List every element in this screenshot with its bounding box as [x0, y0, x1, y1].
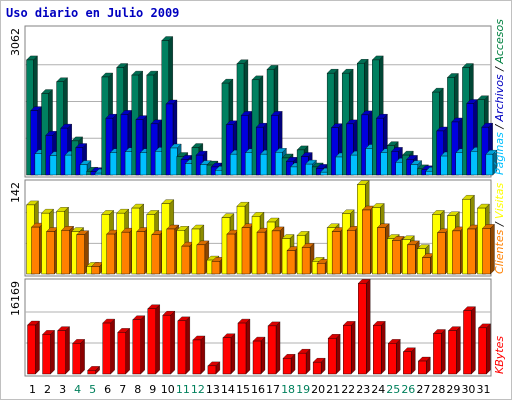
bar-kbytes-day-13: [207, 361, 221, 375]
bar-kbytes-day-4: [72, 338, 85, 375]
legend-separator: /: [493, 121, 506, 132]
bar-kbytes-day-26: [402, 347, 416, 375]
x-tick-label: 10: [161, 383, 175, 396]
x-tick-label: 17: [266, 383, 280, 396]
legend-separator: /: [493, 219, 506, 230]
legend-label-clientes: Clientes: [493, 229, 506, 274]
panel-hits: 3062 Páginas / Archivos / Accesos: [9, 19, 506, 178]
x-tick-label: 28: [431, 383, 445, 396]
x-tick-label: 25: [386, 383, 400, 396]
x-tick-label: 9: [149, 383, 156, 396]
x-tick-label: 30: [461, 383, 475, 396]
bar-clientes-day-31: [482, 224, 495, 275]
x-tick-label: 3: [59, 383, 66, 396]
x-tick-label: 23: [356, 383, 370, 396]
bar-kbytes-day-30: [463, 306, 476, 375]
bar-kbytes-day-18: [282, 353, 296, 375]
bar-kbytes-day-2: [42, 329, 55, 375]
x-tick-label: 15: [236, 383, 250, 396]
x-tick-label: 12: [191, 383, 205, 396]
y-max-label: 16169: [9, 281, 22, 316]
bar-kbytes-day-10: [162, 310, 176, 375]
x-tick-label: 1: [29, 383, 36, 396]
bar-kbytes-day-21: [327, 333, 341, 375]
x-tick-label: 19: [296, 383, 310, 396]
bar-kbytes-day-19: [297, 348, 311, 375]
legend-label-visitas: Visitas: [493, 183, 506, 219]
bar-kbytes-day-24: [372, 320, 386, 375]
x-tick-label: 29: [446, 383, 460, 396]
bar-kbytes-day-14: [222, 333, 236, 375]
bar-clientes-day-4: [76, 230, 89, 275]
x-tick-label: 2: [44, 383, 51, 396]
x-tick-label: 8: [134, 383, 141, 396]
x-tick-label: 18: [281, 383, 295, 396]
bar-kbytes-day-3: [57, 326, 70, 375]
bar-kbytes-day-16: [252, 336, 266, 375]
x-tick-label: 14: [221, 383, 235, 396]
x-tick-label: 4: [74, 383, 81, 396]
legend-label-kbytes: KBytes: [493, 336, 506, 374]
bar-kbytes-day-1: [27, 320, 40, 375]
x-tick-label: 26: [401, 383, 415, 396]
bar-kbytes-day-6: [102, 318, 116, 375]
bar-kbytes-day-12: [192, 335, 206, 375]
x-tick-label: 24: [371, 383, 385, 396]
x-tick-label: 22: [341, 383, 355, 396]
x-tick-label: 27: [416, 383, 430, 396]
x-tick-label: 13: [206, 383, 220, 396]
bar-kbytes-day-20: [312, 357, 326, 375]
bar-kbytes-day-27: [417, 356, 431, 375]
bar-kbytes-day-29: [448, 326, 461, 375]
bar-kbytes-day-31: [478, 323, 491, 375]
bar-kbytes-day-5: [87, 365, 101, 375]
legend-separator: /: [493, 64, 506, 75]
bar-kbytes-day-17: [267, 321, 281, 375]
panel-visits: 142 Clientes / Visitas: [9, 179, 506, 277]
legend-label-archivos: Archivos: [493, 74, 506, 122]
legend-visits: Clientes / Visitas: [493, 183, 506, 274]
legend-kbytes: KBytes: [493, 336, 506, 374]
legend-hits: Páginas / Archivos / Accesos: [493, 19, 506, 175]
bar-kbytes-day-9: [147, 304, 161, 375]
x-tick-label: 31: [476, 383, 490, 396]
bar-kbytes-day-8: [132, 315, 146, 375]
x-tick-label: 11: [176, 383, 190, 396]
bar-kbytes-day-11: [177, 316, 191, 375]
y-max-label: 3062: [9, 28, 22, 56]
x-tick-label: 7: [119, 383, 126, 396]
bar-kbytes-day-7: [117, 327, 131, 375]
x-axis-labels: 1 2 3 4 5 6 7 8 9 10 11 12 13 14 15 16 17 18 19 20 21 22 23 24 2…: [29, 383, 490, 396]
x-tick-label: 5: [89, 383, 96, 396]
bar-p-ginas-day-31: [485, 149, 498, 176]
legend-label-accesos: Accesos: [493, 19, 506, 65]
bar-kbytes-day-22: [342, 320, 356, 375]
panel-kbytes: 16169 KBytes: [9, 278, 506, 377]
x-tick-label: 20: [311, 383, 325, 396]
y-max-label: 142: [9, 182, 22, 203]
x-tick-label: 6: [104, 383, 111, 396]
x-tick-label: 16: [251, 383, 265, 396]
bar-kbytes-day-23: [357, 279, 371, 375]
page-title: Uso diario en Julio 2009: [6, 6, 180, 20]
bar-kbytes-day-28: [433, 329, 446, 375]
x-tick-label: 21: [326, 383, 340, 396]
legend-label-p-ginas: Páginas: [493, 132, 506, 175]
bar-kbytes-day-15: [237, 318, 251, 375]
bar-kbytes-day-25: [387, 338, 401, 375]
